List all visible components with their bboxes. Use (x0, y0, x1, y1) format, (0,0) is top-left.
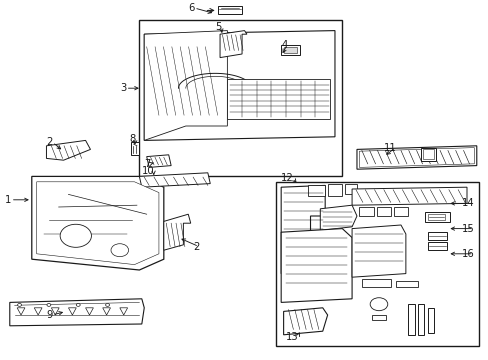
Bar (376, 207, 390, 216)
Bar (393, 207, 407, 216)
Text: 10: 10 (142, 166, 154, 176)
Polygon shape (139, 173, 210, 187)
Text: 7: 7 (144, 159, 150, 169)
Bar (307, 185, 325, 196)
Polygon shape (17, 308, 25, 315)
Bar (217, 6, 242, 14)
Circle shape (60, 224, 91, 247)
Circle shape (18, 303, 21, 306)
Polygon shape (356, 146, 476, 169)
Polygon shape (351, 225, 405, 277)
Bar (427, 214, 444, 220)
Circle shape (76, 303, 80, 306)
Circle shape (369, 298, 387, 311)
Bar (425, 212, 449, 222)
Polygon shape (351, 187, 466, 205)
Text: 2: 2 (193, 242, 199, 252)
Bar (359, 207, 373, 216)
Bar (395, 281, 417, 287)
Polygon shape (85, 308, 93, 315)
Polygon shape (220, 31, 246, 58)
Bar (327, 184, 342, 196)
Polygon shape (281, 229, 351, 302)
Polygon shape (10, 299, 144, 326)
Polygon shape (146, 155, 171, 167)
Text: 16: 16 (461, 249, 474, 259)
Text: 14: 14 (461, 198, 474, 208)
Polygon shape (144, 31, 227, 140)
Polygon shape (34, 308, 42, 315)
Text: 15: 15 (461, 224, 474, 234)
Bar (427, 308, 433, 333)
Text: 12: 12 (281, 173, 293, 183)
Bar (422, 149, 433, 159)
Polygon shape (51, 308, 59, 315)
Polygon shape (131, 142, 139, 155)
Bar (427, 242, 447, 250)
Circle shape (47, 303, 51, 306)
Polygon shape (281, 185, 325, 274)
Bar (407, 304, 414, 335)
Text: 2: 2 (46, 137, 53, 147)
Circle shape (105, 303, 109, 306)
Bar (281, 45, 299, 55)
Bar (283, 47, 297, 53)
Text: 13: 13 (285, 332, 298, 342)
Text: 5: 5 (215, 22, 221, 32)
Polygon shape (102, 308, 110, 315)
Circle shape (111, 244, 128, 257)
Bar (420, 148, 435, 161)
Polygon shape (163, 214, 190, 250)
Polygon shape (32, 176, 163, 270)
Bar (227, 79, 329, 119)
Text: 3: 3 (120, 83, 126, 93)
Polygon shape (144, 31, 334, 140)
Polygon shape (46, 140, 90, 160)
Bar (361, 279, 390, 287)
Text: 4: 4 (281, 40, 287, 50)
Bar (276, 182, 478, 346)
Polygon shape (68, 308, 76, 315)
Text: 1: 1 (5, 195, 11, 205)
Bar (371, 315, 386, 320)
Bar (344, 184, 356, 194)
Polygon shape (359, 148, 473, 167)
Polygon shape (120, 308, 127, 315)
Text: 9: 9 (46, 310, 53, 320)
Text: 6: 6 (188, 3, 194, 13)
Text: 8: 8 (129, 134, 136, 144)
Polygon shape (37, 182, 159, 265)
Text: 11: 11 (383, 143, 396, 153)
Bar (139, 20, 342, 176)
Bar (417, 304, 424, 335)
Polygon shape (283, 308, 327, 335)
Bar (427, 232, 447, 240)
Polygon shape (320, 205, 356, 230)
